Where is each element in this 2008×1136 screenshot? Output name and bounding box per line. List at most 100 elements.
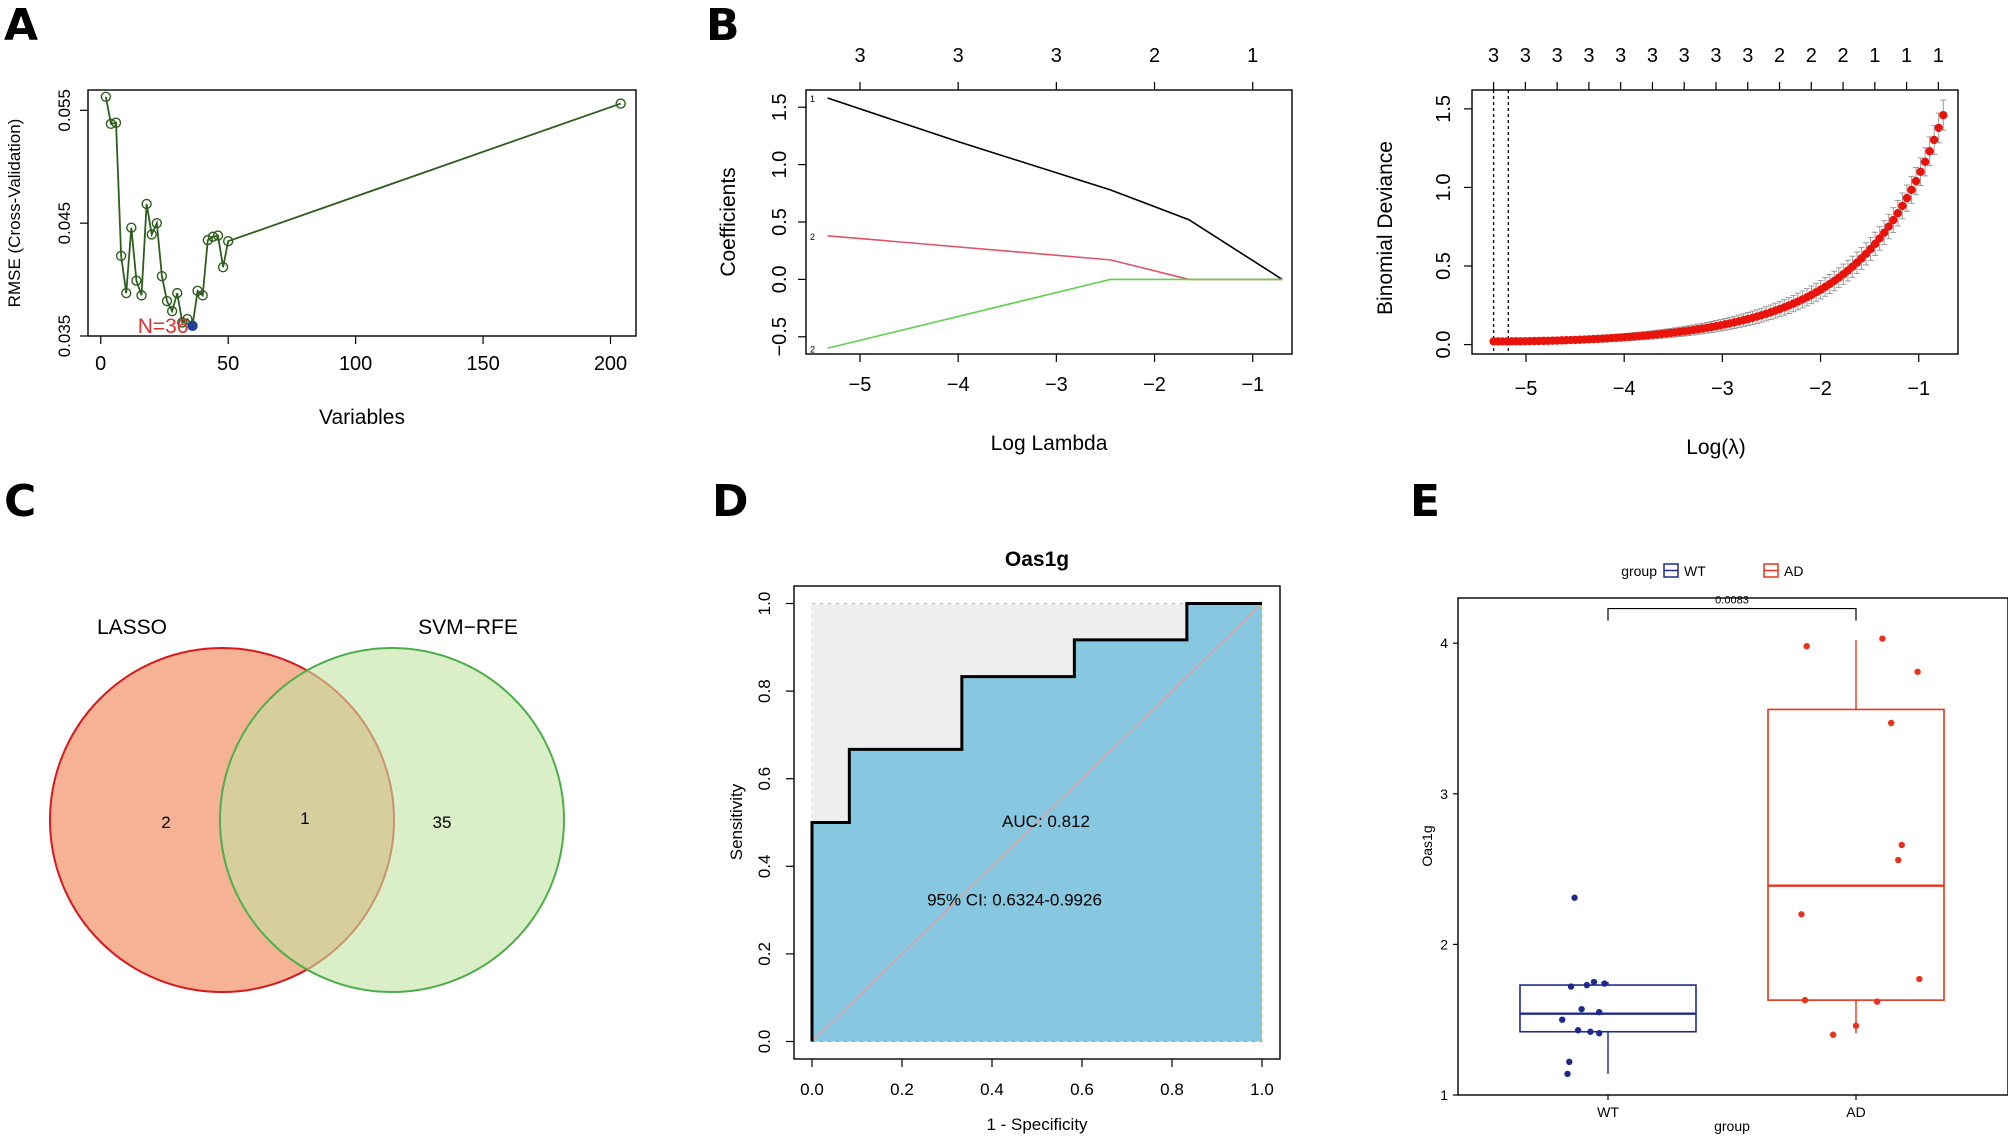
panel-b2-toptick-label: 3 bbox=[1615, 45, 1626, 67]
panel-b1-x-axis: −5 −4 −3 −2 −1 bbox=[849, 354, 1264, 396]
panel-d-diagonal bbox=[811, 603, 1263, 1042]
panel-a-optimal-point bbox=[187, 320, 198, 331]
panel-d-shade-above bbox=[812, 603, 1262, 1042]
panel-a-point bbox=[166, 305, 178, 317]
panel-b2-ytick-label: 0.0 bbox=[1433, 331, 1455, 359]
panel-d-frame bbox=[793, 585, 1281, 1060]
panel-a-point bbox=[100, 91, 112, 102]
venn-count-lasso-only: 2 bbox=[161, 813, 170, 832]
panel-e-ytick-label: 4 bbox=[1440, 635, 1448, 651]
panel-d-x-axis: 0.0 0.2 0.4 0.6 0.8 1.0 bbox=[800, 1059, 1274, 1099]
panel-b2-toptick-label: 2 bbox=[1806, 45, 1817, 67]
panel-b1-xtick-label: −1 bbox=[1241, 374, 1264, 396]
panel-b1-toptick-label: 2 bbox=[1149, 45, 1160, 67]
panel-b2-toptick-label: 3 bbox=[1552, 45, 1563, 67]
panel-d-xtick-label: 1.0 bbox=[1250, 1080, 1274, 1099]
panel-b1-ytick-label: 0.5 bbox=[769, 208, 791, 236]
panel-b2-xtick-label: −1 bbox=[1907, 378, 1930, 400]
panel-b2-point bbox=[1907, 185, 1916, 195]
panel-a-xtick-label: 150 bbox=[466, 353, 499, 375]
panel-a-xtick-label: 100 bbox=[339, 353, 372, 375]
panel-d-roc: Oas1g 0.0 0.2 0.4 0.6 0.8 1.0 0.0 0.2 0.4 0.6 0.8… bbox=[727, 548, 1281, 1134]
panel-e-x-axis: WT AD bbox=[1597, 1095, 1866, 1120]
panel-e-point bbox=[1803, 642, 1810, 650]
panel-e-boxplot: group WT AD 1 2 3 4 WT AD 0.0083 group Oas1g bbox=[1419, 563, 2008, 1134]
panel-c-venn: LASSO SVM−RFE 2 1 35 bbox=[49, 616, 565, 993]
panel-b2-point bbox=[1916, 167, 1925, 176]
panel-b2-xtick-label: −3 bbox=[1711, 378, 1734, 400]
panel-b2-ytick-label: 1.5 bbox=[1433, 95, 1455, 123]
panel-d-y-axis: 0.0 0.2 0.4 0.6 0.8 1.0 bbox=[755, 592, 794, 1054]
legend-ad-label: AD bbox=[1784, 563, 1803, 579]
panel-a-ytick-label: 0.055 bbox=[55, 89, 74, 132]
panel-b2-ytick-label: 1.0 bbox=[1433, 174, 1455, 202]
panel-a-ytick-label: 0.035 bbox=[55, 315, 74, 358]
panel-e-point bbox=[1898, 841, 1905, 849]
panel-b2-point bbox=[1911, 176, 1921, 186]
panel-b2-ylabel: Binomial Deviance bbox=[1374, 141, 1397, 315]
panel-b2-point bbox=[1934, 123, 1943, 133]
panel-a-point bbox=[207, 231, 219, 242]
panel-b2-point bbox=[1880, 228, 1889, 237]
panel-e-box bbox=[1767, 708, 1945, 1001]
panel-d-ytick-label: 0.8 bbox=[755, 679, 774, 703]
panel-label-c: C bbox=[4, 476, 36, 527]
panel-b2-frame bbox=[1471, 89, 1959, 355]
panel-b2-point bbox=[1884, 222, 1893, 231]
panel-d-xlabel: 1 - Specificity bbox=[986, 1115, 1088, 1134]
panel-b1-xtick-label: −5 bbox=[849, 374, 872, 396]
panel-a-xlabel: Variables bbox=[319, 406, 405, 429]
panel-a-annotation: N=36 bbox=[138, 315, 189, 338]
panel-e-point bbox=[1567, 983, 1575, 990]
panel-b2-toptick-label: 1 bbox=[1869, 45, 1880, 67]
panel-a-xtick-label: 200 bbox=[594, 353, 627, 375]
panel-d-auc-label: AUC: 0.812 bbox=[1002, 812, 1090, 831]
panel-b1-xtick-label: −4 bbox=[947, 374, 970, 396]
panel-d-ytick-label: 1.0 bbox=[755, 592, 774, 616]
venn-count-svmrfe-only: 35 bbox=[433, 813, 452, 832]
panel-e-point bbox=[1590, 978, 1598, 986]
panel-b1-top-axis: 3 3 3 2 1 bbox=[854, 45, 1258, 90]
panel-e-ytick-label: 3 bbox=[1440, 786, 1448, 802]
panel-a-xtick-label: 50 bbox=[217, 353, 239, 375]
panel-e-point bbox=[1852, 1022, 1860, 1029]
panel-b1-toptick-label: 1 bbox=[1247, 45, 1258, 67]
panel-b2-y-axis: 0.0 0.5 1.0 1.5 bbox=[1433, 95, 1472, 359]
panel-d-xtick-label: 0.2 bbox=[890, 1080, 914, 1099]
panel-b1-xtick-label: −2 bbox=[1143, 374, 1166, 396]
panel-a-point bbox=[177, 317, 188, 328]
legend-title: group bbox=[1621, 563, 1657, 579]
panel-b1-curve-label: 2 bbox=[810, 344, 815, 354]
panel-b2-ytick-label: 0.5 bbox=[1433, 252, 1455, 280]
panel-e-frame bbox=[1457, 597, 2008, 1096]
panel-b1-ytick-label: 1.0 bbox=[769, 151, 791, 179]
panel-e-xtick-label: AD bbox=[1846, 1104, 1865, 1120]
panel-b1-toptick-label: 3 bbox=[1051, 45, 1062, 67]
panel-e-y-axis: 1 2 3 4 bbox=[1440, 635, 1458, 1103]
panel-e-point bbox=[1559, 1016, 1566, 1023]
panel-d-roc-curve bbox=[810, 602, 1262, 1042]
panel-d-ci-label: 95% CI: 0.6324-0.9926 bbox=[927, 891, 1102, 910]
panel-d-ytick-label: 0.0 bbox=[755, 1030, 774, 1054]
panel-a-point bbox=[141, 198, 152, 210]
panel-e-point bbox=[1578, 1005, 1585, 1013]
panel-label-b: B bbox=[706, 0, 740, 51]
panel-e-xtick-label: WT bbox=[1597, 1104, 1619, 1120]
panel-b1-xlabel: Log Lambda bbox=[991, 432, 1108, 455]
venn-label-svmrfe: SVM−RFE bbox=[418, 616, 518, 639]
panel-e-legend: group WT AD bbox=[1621, 563, 1803, 579]
panel-b1-series-line bbox=[827, 278, 1283, 350]
panel-e-point bbox=[1596, 1008, 1603, 1016]
panel-b1-curve-label: 1 bbox=[810, 94, 815, 104]
panel-a-point bbox=[121, 287, 132, 299]
panel-e-point bbox=[1829, 1031, 1837, 1038]
panel-b2-point bbox=[1925, 147, 1934, 156]
panel-b1-toptick-label: 3 bbox=[854, 45, 865, 67]
panel-d-xtick-label: 0.8 bbox=[1160, 1080, 1184, 1099]
significance-pvalue: 0.0083 bbox=[1715, 595, 1749, 607]
panel-b1-ylabel: Coefficients bbox=[717, 167, 740, 276]
panel-b2-point bbox=[1898, 201, 1907, 211]
panel-a-y-axis: 0.035 0.045 0.055 bbox=[55, 89, 88, 357]
panel-label-d: D bbox=[712, 476, 749, 527]
